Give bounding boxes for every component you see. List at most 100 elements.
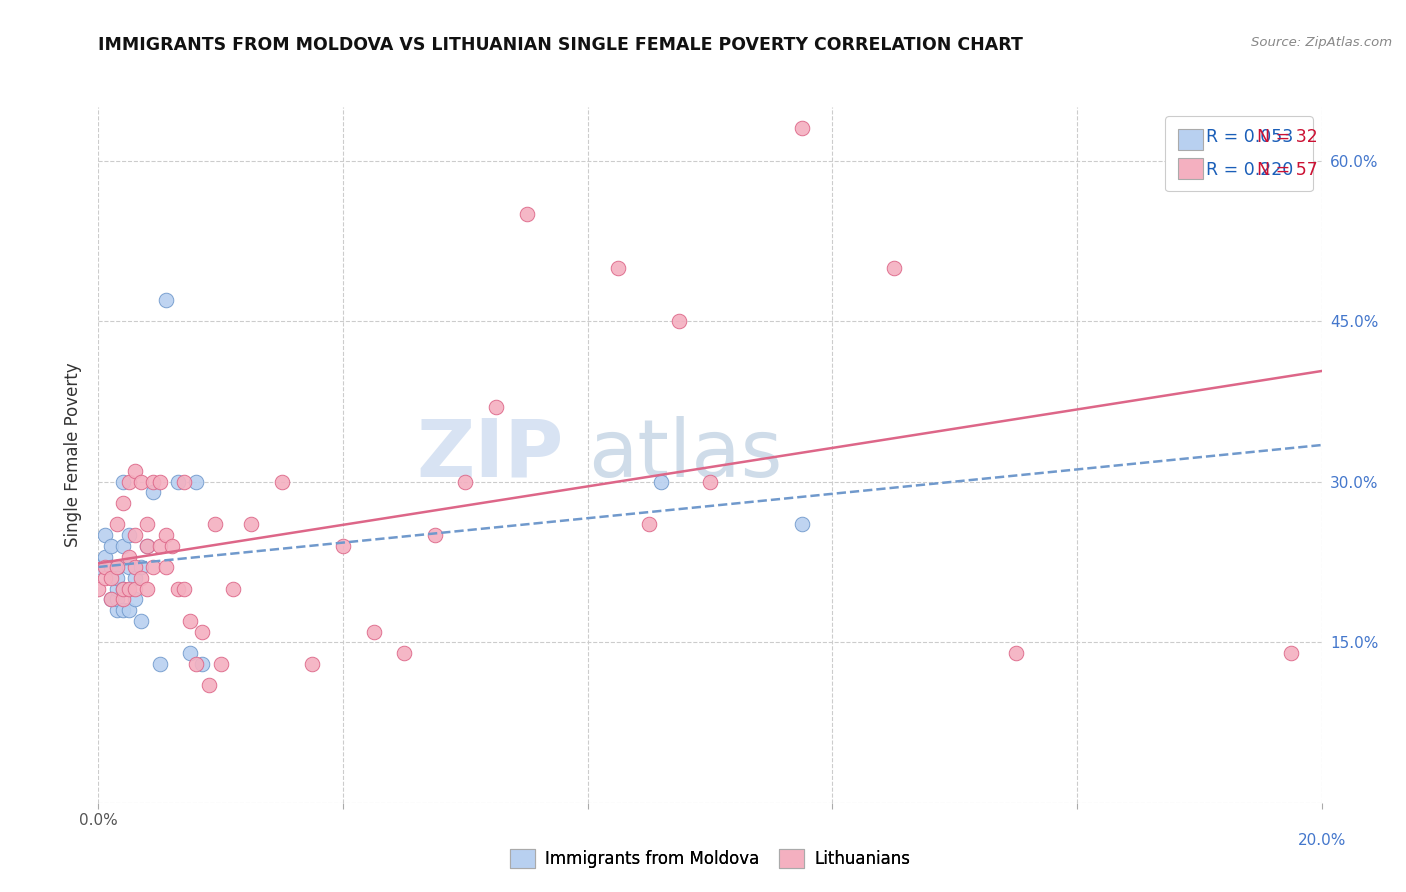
Text: atlas: atlas: [588, 416, 782, 494]
Point: [124, 464, 146, 478]
Point: [167, 475, 190, 489]
Point: [485, 400, 508, 414]
Point: [118, 528, 141, 542]
Point: [423, 528, 446, 542]
Point: [637, 517, 661, 532]
Point: [100, 560, 122, 574]
Point: [454, 475, 477, 489]
Text: R = 0.220: R = 0.220: [1206, 161, 1294, 179]
Point: [516, 207, 538, 221]
Point: [105, 592, 128, 607]
Point: [301, 657, 323, 671]
Point: [204, 517, 226, 532]
Text: 20.0%: 20.0%: [1298, 833, 1346, 848]
Point: [363, 624, 385, 639]
Point: [118, 603, 141, 617]
Point: [93, 560, 115, 574]
Point: [149, 475, 172, 489]
Point: [607, 260, 630, 275]
Text: N = 57: N = 57: [1257, 161, 1317, 179]
Point: [790, 121, 813, 136]
Point: [124, 571, 146, 585]
Point: [191, 657, 214, 671]
Point: [124, 528, 146, 542]
Point: [111, 592, 134, 607]
Point: [209, 657, 232, 671]
Point: [105, 603, 128, 617]
Point: [118, 560, 141, 574]
Text: N = 32: N = 32: [1257, 128, 1317, 146]
Point: [93, 571, 115, 585]
Point: [699, 475, 721, 489]
Point: [118, 582, 141, 596]
Point: [1279, 646, 1302, 660]
Point: [650, 475, 672, 489]
Point: [173, 582, 195, 596]
Point: [136, 539, 159, 553]
Point: [186, 657, 208, 671]
Point: [136, 582, 159, 596]
Point: [142, 475, 165, 489]
Point: [87, 582, 110, 596]
Point: [124, 560, 146, 574]
Point: [105, 560, 128, 574]
Point: [111, 539, 134, 553]
Point: [111, 582, 134, 596]
Point: [179, 646, 201, 660]
Point: [149, 539, 172, 553]
Point: [270, 475, 292, 489]
Point: [105, 582, 128, 596]
Point: [155, 560, 177, 574]
Point: [100, 592, 122, 607]
Point: [111, 603, 134, 617]
Point: [100, 592, 122, 607]
Point: [111, 582, 134, 596]
Point: [87, 560, 110, 574]
Text: IMMIGRANTS FROM MOLDOVA VS LITHUANIAN SINGLE FEMALE POVERTY CORRELATION CHART: IMMIGRANTS FROM MOLDOVA VS LITHUANIAN SI…: [98, 36, 1024, 54]
Point: [105, 560, 128, 574]
Point: [179, 614, 201, 628]
Y-axis label: Single Female Poverty: Single Female Poverty: [65, 363, 83, 547]
Point: [142, 485, 165, 500]
Point: [160, 539, 183, 553]
Point: [332, 539, 354, 553]
Point: [155, 293, 177, 307]
Point: [111, 496, 134, 510]
Point: [105, 517, 128, 532]
Point: [167, 582, 190, 596]
Text: Source: ZipAtlas.com: Source: ZipAtlas.com: [1251, 36, 1392, 49]
Point: [111, 475, 134, 489]
Point: [186, 475, 208, 489]
Point: [129, 475, 152, 489]
Point: [392, 646, 416, 660]
Point: [93, 528, 115, 542]
Point: [129, 614, 152, 628]
Point: [240, 517, 263, 532]
Point: [883, 260, 905, 275]
Point: [129, 560, 152, 574]
Point: [222, 582, 245, 596]
Point: [124, 592, 146, 607]
Point: [790, 517, 813, 532]
Point: [136, 517, 159, 532]
Point: [155, 528, 177, 542]
Point: [100, 539, 122, 553]
Point: [191, 624, 214, 639]
Text: ZIP: ZIP: [416, 416, 564, 494]
Point: [129, 571, 152, 585]
Point: [668, 314, 690, 328]
Legend: Immigrants from Moldova, Lithuanians: Immigrants from Moldova, Lithuanians: [503, 842, 917, 874]
Point: [118, 549, 141, 564]
Point: [124, 582, 146, 596]
Point: [149, 657, 172, 671]
Point: [173, 475, 195, 489]
Point: [93, 549, 115, 564]
Text: R = 0.053: R = 0.053: [1206, 128, 1294, 146]
Point: [136, 539, 159, 553]
Point: [142, 560, 165, 574]
Point: [1004, 646, 1026, 660]
Point: [118, 475, 141, 489]
Point: [197, 678, 219, 692]
Point: [100, 571, 122, 585]
Point: [105, 571, 128, 585]
